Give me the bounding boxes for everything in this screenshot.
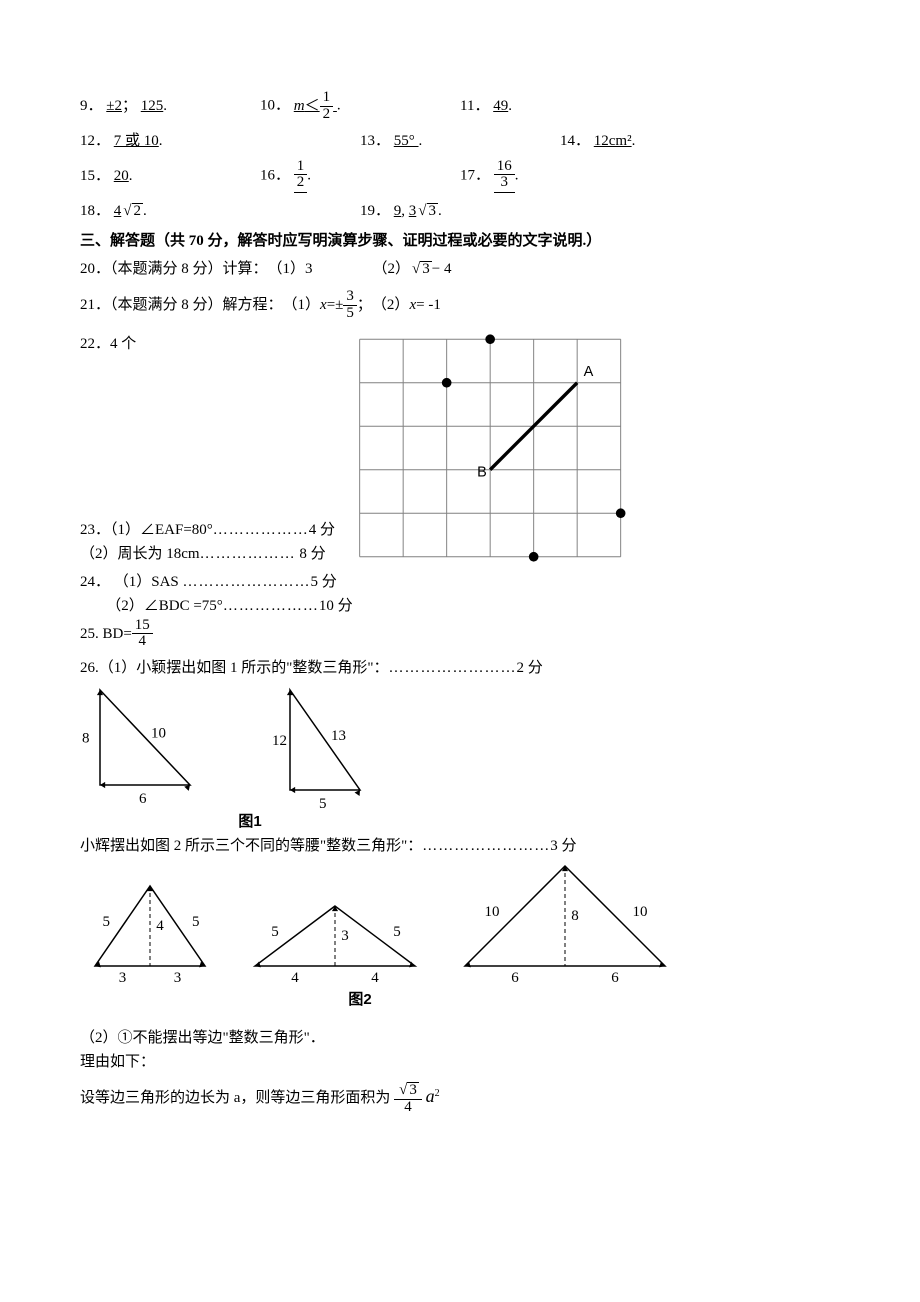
svg-text:12: 12 [272, 733, 287, 749]
svg-text:6: 6 [611, 970, 619, 986]
q26-part2-l1: （2）①不能摆出等边"整数三角形"． [80, 1026, 840, 1050]
svg-text:5: 5 [393, 924, 401, 940]
figure-1: 8 6 10 12 5 13 [80, 680, 840, 810]
question-23: 23．（1）∠EAF=80°4 分 [80, 518, 380, 542]
figure1-label: 图1 [80, 810, 420, 834]
svg-text:3: 3 [174, 970, 182, 986]
svg-text:6: 6 [139, 791, 147, 807]
answers-row-18-19: 18． 4√2. 19． 9, 3√3. [80, 199, 840, 223]
answer-19: 19． 9, 3√3. [360, 199, 442, 223]
svg-text:4: 4 [156, 918, 164, 934]
right-triangle-1: 8 6 10 [80, 680, 230, 810]
svg-text:8: 8 [82, 731, 90, 747]
answers-row-9-11: 9． ±2； 125. 10． m＜12 . 11． 49. [80, 90, 840, 123]
svg-text:5: 5 [192, 914, 200, 930]
answers-row-12-14: 12． 7 或 10. 13． 55° . 14． 12cm². [80, 129, 840, 153]
svg-text:10: 10 [633, 904, 648, 920]
answer-17: 17． 163. [460, 159, 640, 194]
answers-row-15-17: 15． 20. 16． 12. 17． 163. [80, 159, 840, 194]
q26-part2-l3: 设等边三角形的边长为 a，则等边三角形面积为 √3 4 a2 [80, 1082, 840, 1116]
svg-text:A: A [584, 364, 594, 380]
num: 9． [80, 98, 103, 114]
answer-14: 14． 12cm². [560, 129, 635, 153]
svg-text:3: 3 [119, 970, 127, 986]
question-24: 24． （1）SAS 5 分 （2）∠BDC =75°10 分 [80, 570, 840, 618]
answer-15: 15． 20. [80, 164, 260, 188]
answer-18: 18． 4√2. [80, 199, 360, 223]
val: ±2 [106, 98, 122, 114]
svg-text:B: B [477, 464, 487, 480]
svg-text:5: 5 [319, 796, 327, 810]
q26-part2-l2: 理由如下： [80, 1050, 840, 1074]
val2: 125 [141, 98, 164, 114]
svg-text:4: 4 [371, 970, 379, 986]
svg-text:10: 10 [151, 726, 166, 742]
answer-11: 11． 49. [460, 94, 640, 118]
svg-text:6: 6 [511, 970, 519, 986]
figure2-label: 图2 [80, 988, 640, 1012]
svg-text:5: 5 [271, 924, 279, 940]
question-26-line2: 小辉摆出如图 2 所示三个不同的等腰"整数三角形"：3 分 [80, 834, 840, 858]
svg-text:5: 5 [103, 914, 111, 930]
figure-2: 5 5 4 3 3 5 5 3 4 4 10 10 8 6 6 [80, 858, 840, 988]
question-23-b: （2）周长为 18cm 8 分 [80, 542, 380, 566]
section-3-heading: 三、解答题（共 70 分，解答时应写明演算步骤、证明过程或必要的文字说明.） [80, 229, 840, 253]
iso-triangle-3: 10 10 8 6 6 [450, 858, 680, 988]
right-triangle-2: 12 5 13 [270, 680, 420, 810]
iso-triangle-1: 5 5 4 3 3 [80, 878, 220, 988]
num: 11． [460, 98, 489, 114]
answer-10: 10． m＜12 . [260, 90, 460, 123]
answer-16: 16． 12. [260, 159, 460, 194]
grid-figure: AB [350, 328, 640, 568]
iso-triangle-2: 5 5 3 4 4 [240, 898, 430, 988]
answer-9: 9． ±2； 125. [80, 94, 260, 118]
answer-13: 13． 55° . [360, 129, 560, 153]
question-21: 21．（本题满分 8 分）解方程： （1）x=± 35 ； （2）x= -1 [80, 289, 840, 322]
svg-text:10: 10 [485, 904, 500, 920]
num: 10． [260, 98, 290, 114]
answer-12: 12． 7 或 10. [80, 129, 360, 153]
svg-text:8: 8 [571, 908, 579, 924]
question-25: 25. BD= 154 [80, 618, 840, 651]
svg-text:3: 3 [341, 928, 349, 944]
var: m [294, 98, 305, 114]
question-22-block: 22．4 个 AB 23．（1）∠EAF=80°4 分 （2）周长为 18cm … [80, 328, 840, 568]
svg-text:13: 13 [331, 728, 346, 744]
svg-text:4: 4 [291, 970, 299, 986]
question-20: 20．（本题满分 8 分）计算： （1）3 （2）√3 − 4 [80, 257, 840, 281]
val: 49 [493, 98, 508, 114]
question-26-line1: 26.（1）小颖摆出如图 1 所示的"整数三角形"：2 分 [80, 656, 840, 680]
